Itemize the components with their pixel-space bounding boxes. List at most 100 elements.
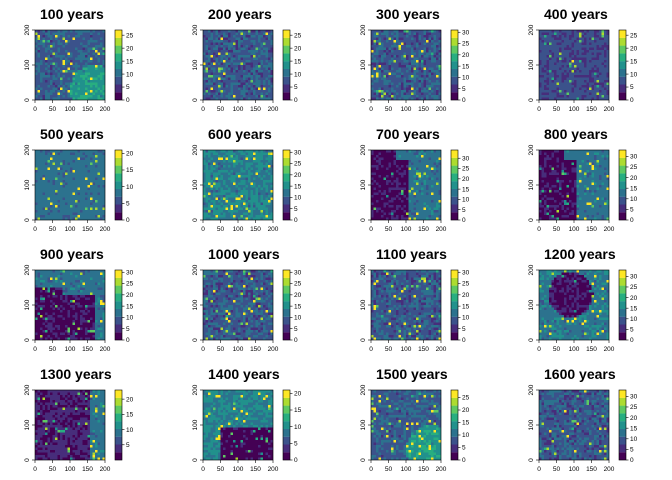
heatmap-cell	[82, 207, 86, 211]
heatmap-cell	[90, 57, 93, 61]
heatmap-cell	[238, 85, 241, 88]
heatmap-cell	[268, 212, 271, 216]
heatmap-cell	[233, 97, 236, 101]
heatmap-cell	[47, 200, 51, 203]
heatmap-cell	[62, 70, 66, 73]
heatmap-cell	[85, 45, 88, 48]
heatmap-cell	[263, 72, 266, 76]
heatmap-cell	[556, 40, 560, 43]
heatmap-cell	[601, 47, 605, 51]
heatmap-cell	[235, 40, 239, 43]
heatmap-cell	[388, 35, 392, 38]
heatmap-cell	[35, 170, 38, 173]
heatmap-cell	[431, 95, 434, 98]
heatmap-cell	[376, 32, 379, 36]
heatmap-cell	[371, 35, 374, 38]
heatmap-cell	[418, 80, 422, 83]
x-tick-label: 200	[436, 106, 447, 113]
heatmap-cell	[230, 175, 234, 178]
heatmap-cell	[238, 70, 241, 73]
heatmap-cell	[102, 75, 106, 78]
heatmap-cell	[559, 85, 562, 88]
heatmap-cell	[100, 70, 103, 73]
heatmap-cell	[574, 65, 577, 68]
heatmap-cell	[376, 70, 379, 73]
heatmap-cell	[82, 45, 86, 48]
heatmap-cell	[423, 87, 427, 91]
heatmap-cell	[398, 45, 402, 48]
heatmap-cell	[556, 90, 560, 93]
heatmap-cell	[52, 37, 56, 41]
heatmap-cell	[413, 40, 417, 43]
heatmap-cell	[203, 165, 206, 168]
heatmap-cell	[60, 87, 63, 91]
heatmap-cell	[383, 35, 387, 38]
heatmap-cell	[55, 80, 58, 83]
heatmap-cell	[37, 187, 41, 191]
heatmap-cell	[401, 75, 404, 78]
heatmap-cell	[228, 177, 231, 181]
heatmap-cell	[85, 190, 88, 193]
heatmap-cell	[208, 52, 211, 56]
heatmap-cell	[436, 75, 439, 78]
heatmap-cell	[551, 82, 555, 86]
heatmap-cell	[92, 150, 96, 153]
heatmap-cell	[92, 65, 96, 68]
heatmap-cell	[70, 192, 73, 196]
heatmap-cell	[238, 155, 241, 158]
heatmap-cell	[67, 155, 71, 158]
heatmap-cell	[203, 217, 206, 221]
heatmap-cell	[546, 67, 550, 71]
heatmap-cell	[396, 42, 399, 46]
heatmap-cell	[208, 77, 211, 81]
heatmap-cell	[208, 200, 211, 203]
heatmap-cell	[413, 32, 417, 36]
heatmap-cell	[245, 197, 249, 201]
heatmap-cell	[77, 80, 81, 83]
heatmap-cell	[210, 65, 214, 68]
heatmap-cell	[37, 192, 41, 196]
heatmap-cell	[391, 90, 394, 93]
heatmap-cell	[403, 60, 407, 63]
heatmap-cell	[228, 92, 231, 96]
heatmap-cell	[391, 92, 394, 96]
heatmap-cell	[50, 182, 53, 186]
heatmap-cell	[205, 77, 209, 81]
heatmap-cell	[218, 92, 221, 96]
heatmap-cell	[47, 45, 51, 48]
heatmap-cell	[57, 202, 61, 206]
heatmap-cell	[584, 60, 587, 63]
heatmap-cell	[243, 185, 246, 188]
heatmap-cell	[52, 197, 56, 201]
heatmap-cell	[265, 82, 269, 86]
heatmap-cell	[554, 62, 557, 66]
heatmap-cell	[235, 92, 239, 96]
heatmap-cell	[37, 150, 41, 153]
heatmap-cell	[75, 157, 78, 161]
heatmap-cell	[80, 32, 83, 36]
heatmap-cell	[40, 187, 43, 191]
heatmap-cell	[381, 65, 384, 68]
heatmap-cell	[75, 80, 78, 83]
heatmap-cell	[55, 77, 58, 81]
heatmap-cell	[265, 187, 269, 191]
heatmap-cell	[235, 52, 239, 56]
heatmap-cell	[571, 32, 575, 36]
legend-tick-label: 25	[630, 32, 638, 39]
heatmap-cell	[438, 85, 442, 88]
heatmap-cell	[215, 77, 219, 81]
heatmap-cell	[396, 65, 399, 68]
heatmap-cell	[102, 67, 106, 71]
heatmap-cell	[240, 155, 244, 158]
heatmap-cell	[75, 195, 78, 198]
legend-tick-label: 25	[294, 32, 302, 39]
heatmap-cell	[599, 52, 602, 56]
heatmap-cell	[55, 197, 58, 201]
heatmap-cell	[87, 65, 91, 68]
heatmap-cell	[248, 192, 251, 196]
heatmap-cell	[95, 60, 98, 63]
heatmap-cell	[541, 70, 545, 73]
heatmap-cell	[80, 190, 83, 193]
heatmap-cell	[82, 192, 86, 196]
